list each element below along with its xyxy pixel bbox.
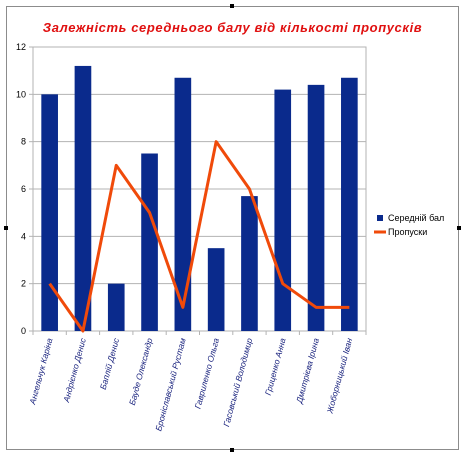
resize-handle-top[interactable] — [230, 4, 234, 8]
legend-swatch-avg-grade — [377, 215, 383, 221]
bar-2 — [74, 65, 92, 331]
legend: Середній бал Пропуски — [374, 213, 444, 237]
bar-9 — [307, 84, 325, 331]
y-tick-label: 4 — [21, 231, 26, 241]
x-category-label: Дмитрієва Ірина — [294, 337, 321, 405]
bar-layer — [41, 65, 358, 332]
bar-10 — [341, 77, 358, 332]
line-layer — [48, 140, 350, 333]
x-category-label: Гавриленко Ольга — [193, 337, 222, 410]
x-category-label: Бауде Олександр — [127, 337, 155, 407]
x-category-label: Гриценко Анна — [263, 337, 288, 397]
bar-3 — [107, 283, 125, 331]
line-series-absences — [48, 140, 350, 333]
bar-4 — [141, 153, 158, 331]
y-tick-label: 8 — [21, 137, 26, 147]
bar-1 — [41, 94, 58, 331]
resize-handle-right[interactable] — [457, 226, 461, 230]
x-category-label: Андрієнко Денис — [61, 336, 88, 404]
y-tick-label: 6 — [21, 184, 26, 194]
y-tick-label: 2 — [21, 279, 26, 289]
x-category-label: Жоборницький Іван — [324, 337, 354, 416]
bar-7 — [241, 196, 258, 331]
y-tick-label: 12 — [16, 42, 26, 52]
legend-label-absences: Пропуски — [388, 227, 427, 237]
y-tick-label: 0 — [21, 326, 26, 336]
bar-8 — [274, 89, 292, 331]
bar-5 — [174, 77, 192, 332]
x-category-label: Ангельчук Каріна — [27, 337, 55, 407]
x-category-label: Гасовський Володимир — [221, 337, 254, 428]
y-tick-label: 10 — [16, 89, 26, 99]
chart-title: Залежність середнього балу від кількості… — [42, 20, 423, 35]
x-category-label: Броніславський Рустам — [153, 337, 188, 432]
legend-label-avg-grade: Середній бал — [388, 213, 444, 223]
resize-handle-bottom[interactable] — [230, 448, 234, 452]
resize-handle-left[interactable] — [4, 226, 8, 230]
bar-6 — [207, 248, 225, 331]
x-category-label: Баплій Денис — [98, 336, 122, 390]
